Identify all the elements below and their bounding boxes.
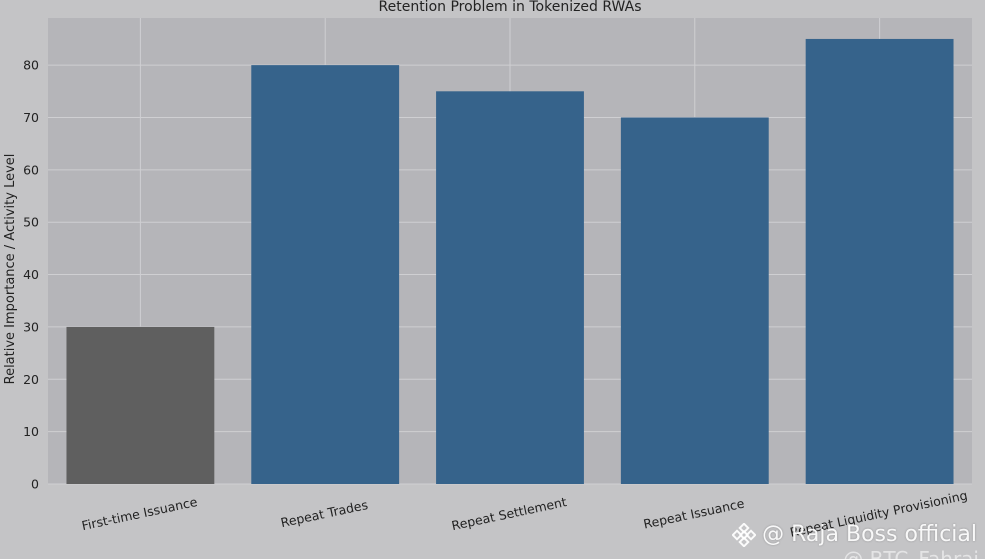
y-tick-label: 30 xyxy=(23,319,39,334)
bar-repeat-liquidity-provisioning xyxy=(805,38,954,485)
y-tick-label: 20 xyxy=(23,372,39,387)
watermark: @ Raja Boss official xyxy=(732,522,977,547)
bar-repeat-trades xyxy=(251,65,400,484)
x-category-label: Repeat Issuance xyxy=(642,496,746,532)
y-axis-label: Relative Importance / Activity Level xyxy=(3,154,18,385)
y-tick-label: 50 xyxy=(23,215,39,230)
y-tick-label: 10 xyxy=(23,424,39,439)
watermark-text: @ Raja Boss official xyxy=(762,522,977,547)
y-tick-labels: 0 10 20 30 40 50 60 70 80 xyxy=(23,58,39,492)
y-tick-label: 0 xyxy=(31,477,39,492)
bar-repeat-settlement xyxy=(436,91,584,484)
watermark-subtext: @ BTC_Fahrai xyxy=(843,547,979,559)
y-tick-label: 70 xyxy=(23,110,39,125)
y-tick-label: 60 xyxy=(23,162,39,177)
bars xyxy=(66,38,954,485)
bar-repeat-issuance xyxy=(620,117,769,484)
bar-first-time-issuance xyxy=(66,326,215,484)
binance-diamond-icon xyxy=(732,522,757,547)
x-category-label: First-time Issuance xyxy=(80,494,199,533)
chart-title: Retention Problem in Tokenized RWAs xyxy=(379,0,642,15)
x-category-label: Repeat Trades xyxy=(279,497,369,530)
x-category-label: Repeat Settlement xyxy=(450,494,568,533)
y-tick-label: 40 xyxy=(23,267,39,282)
y-tick-label: 80 xyxy=(23,58,39,73)
